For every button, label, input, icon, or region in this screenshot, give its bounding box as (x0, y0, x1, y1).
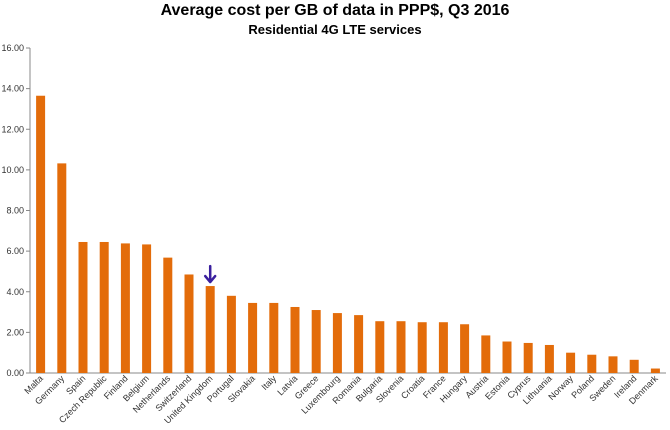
y-ticks: 0.00 2.00 4.00 6.00 8.00 10.00 12.00 14.00 16.00 (1, 43, 30, 378)
y-tick-label: 2.00 (6, 327, 24, 337)
bar (417, 322, 427, 373)
bar (36, 95, 46, 373)
bar (481, 335, 491, 373)
bar (205, 286, 215, 373)
bar (587, 354, 597, 373)
bar (354, 315, 364, 373)
highlight-marker (203, 264, 217, 284)
bar (269, 302, 279, 373)
bar (57, 163, 67, 373)
bar (184, 274, 194, 373)
bar (523, 342, 533, 373)
bar (120, 243, 130, 373)
y-tick-label: 0.00 (6, 368, 24, 378)
y-tick-label: 16.00 (1, 43, 24, 53)
bar (163, 257, 173, 373)
down-arrow-head (203, 274, 217, 284)
bar (438, 322, 448, 373)
bar (629, 359, 639, 373)
bar (650, 368, 660, 373)
bar (566, 352, 576, 373)
bar (99, 241, 109, 373)
category-label: Croatia (399, 373, 427, 401)
chart-title: Average cost per GB of data in PPP$, Q3 … (160, 2, 510, 19)
bars (36, 95, 660, 373)
y-tick-label: 12.00 (1, 124, 24, 134)
bar (544, 344, 554, 373)
bar (142, 244, 152, 373)
y-tick-label: 14.00 (1, 84, 24, 94)
bar (248, 302, 258, 373)
bar (311, 310, 321, 373)
bar (290, 306, 300, 373)
bar (78, 241, 88, 373)
bar (332, 313, 342, 373)
y-tick-label: 10.00 (1, 165, 24, 175)
y-tick-label: 6.00 (6, 246, 24, 256)
chart-subtitle: Residential 4G LTE services (248, 22, 422, 37)
y-tick-label: 8.00 (6, 206, 24, 216)
bar (460, 324, 470, 373)
bar (608, 356, 618, 373)
bar (226, 295, 236, 373)
bar (502, 341, 512, 373)
bar (375, 321, 385, 373)
y-tick-label: 4.00 (6, 287, 24, 297)
bar (396, 321, 406, 373)
